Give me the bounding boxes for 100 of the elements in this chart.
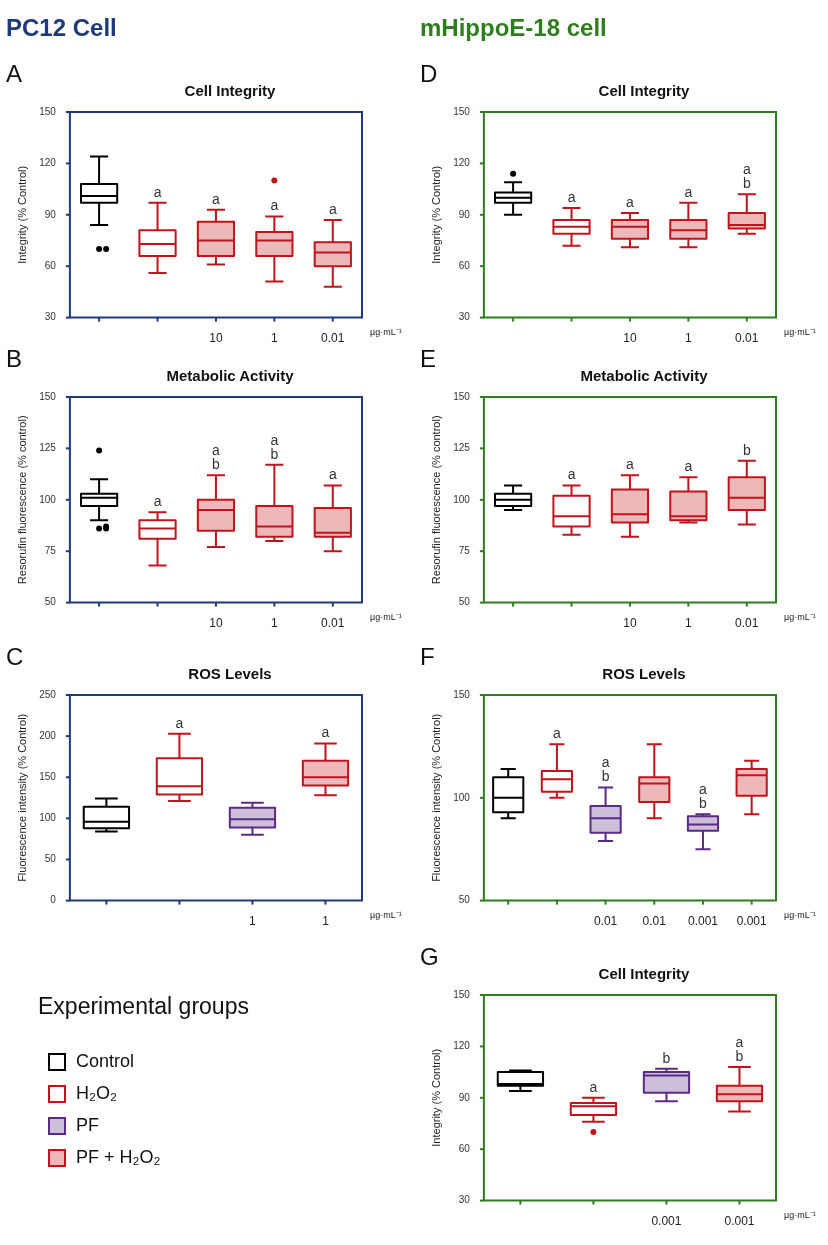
text: a <box>589 1078 598 1095</box>
x-tick-label: 0.001 <box>651 1214 682 1229</box>
legend-label: Control <box>76 1051 135 1072</box>
y-axis-title: Integrity (% Control) <box>429 1048 442 1147</box>
y-tick-label: 100 <box>453 791 471 803</box>
y-tick-label: 250 <box>39 688 57 700</box>
text: A <box>6 60 23 88</box>
text: a <box>328 466 337 483</box>
y-axis-title: Resorufin fluorescence (% control) <box>15 415 28 585</box>
y-tick-label: 100 <box>453 493 471 505</box>
text: a <box>567 188 576 205</box>
x-tick-label: 0.01 <box>593 914 618 929</box>
y-axis-title: Integrity (% Control) <box>15 165 28 264</box>
chart-title: Metabolic Activity <box>579 367 709 384</box>
text: a <box>270 197 279 214</box>
text: G <box>420 943 439 971</box>
text: a b <box>699 781 707 812</box>
x-axis-title: µg·mL⁻¹ <box>370 910 402 921</box>
y-tick-label: 90 <box>44 208 57 220</box>
y-axis-title: Integrity (% Control) <box>429 165 442 264</box>
text: F <box>420 643 435 671</box>
text: a <box>684 183 693 200</box>
y-tick-label: 150 <box>39 770 57 782</box>
y-tick-label: 120 <box>453 157 471 169</box>
y-tick-label: 150 <box>39 105 57 117</box>
chart-title: Metabolic Activity <box>165 367 295 384</box>
chart-title: ROS Levels <box>187 665 273 682</box>
y-tick-label: 120 <box>39 157 57 169</box>
y-tick-label: 150 <box>453 105 471 117</box>
x-tick-label: 10 <box>209 331 223 346</box>
x-tick-label: 0.01 <box>735 331 759 346</box>
text: a <box>626 455 634 472</box>
y-tick-label: 120 <box>453 1040 471 1052</box>
x-tick-label: 0.01 <box>321 616 345 631</box>
x-tick-label: 1 <box>249 914 257 929</box>
text: Experimental groups <box>38 993 249 1020</box>
x-tick-label: 1 <box>685 331 693 346</box>
text: mHippoE-18 cell <box>420 14 607 42</box>
y-tick-label: 100 <box>39 812 57 824</box>
y-tick-label: 125 <box>453 442 471 454</box>
y-tick-label: 100 <box>39 493 57 505</box>
x-tick-label: 10 <box>623 616 637 631</box>
text: a <box>684 458 693 475</box>
x-tick-label: 0.01 <box>735 616 759 631</box>
y-axis-title: Fluorescence intensity (% Control) <box>15 713 28 882</box>
text: a <box>321 724 330 741</box>
y-tick-label: 150 <box>453 390 471 402</box>
y-tick-label: 50 <box>458 894 471 906</box>
text: a b <box>735 1033 744 1064</box>
legend-label: PF + H₂O₂ <box>76 1147 161 1168</box>
chart-title: Cell Integrity <box>597 82 691 99</box>
x-tick-label: 10 <box>623 331 637 346</box>
y-tick-label: 30 <box>44 311 57 323</box>
text: D <box>420 60 438 88</box>
x-tick-label: 1 <box>322 914 330 929</box>
text: a <box>175 714 184 731</box>
text: a <box>328 200 337 217</box>
text: a <box>567 466 576 483</box>
x-axis-title: µg·mL⁻¹ <box>370 327 402 338</box>
text: a b <box>742 161 751 192</box>
y-tick-label: 75 <box>44 544 57 556</box>
y-tick-label: 50 <box>44 596 57 608</box>
y-tick-label: 150 <box>453 688 471 700</box>
y-tick-label: 200 <box>39 729 57 741</box>
y-tick-label: 30 <box>458 1194 471 1206</box>
x-tick-label: 0.01 <box>321 331 345 346</box>
x-tick-label: 0.001 <box>687 914 719 929</box>
y-tick-label: 50 <box>458 596 471 608</box>
y-tick-label: 150 <box>39 390 57 402</box>
text: a <box>626 193 634 210</box>
chart-title: ROS Levels <box>601 665 687 682</box>
y-tick-label: 30 <box>458 311 471 323</box>
x-tick-label: 0.001 <box>724 1214 755 1229</box>
text: b <box>662 1049 671 1066</box>
y-axis-title: Resorufin fluorescence (% control) <box>429 415 442 585</box>
y-tick-label: 125 <box>39 442 57 454</box>
x-axis-title: µg·mL⁻¹ <box>784 327 816 338</box>
text: a <box>153 493 162 509</box>
text: a b <box>601 754 610 785</box>
x-axis-title: µg·mL⁻¹ <box>784 1210 816 1221</box>
text: PC12 Cell <box>6 14 117 42</box>
text: a <box>153 183 162 200</box>
chart-title: Cell Integrity <box>597 965 691 982</box>
y-tick-label: 50 <box>44 853 57 865</box>
y-axis-title: Fluorescence intensity (% Control) <box>429 713 442 882</box>
x-axis-title: µg·mL⁻¹ <box>784 910 816 921</box>
chart-title: Cell Integrity <box>183 82 277 99</box>
y-tick-label: 75 <box>458 544 471 556</box>
text: C <box>6 643 24 671</box>
text: E <box>420 345 437 373</box>
y-tick-label: 150 <box>453 988 471 1000</box>
text: B <box>6 345 23 373</box>
y-tick-label: 60 <box>44 259 57 271</box>
x-tick-label: 0.01 <box>642 914 667 929</box>
legend-label: H₂O₂ <box>76 1083 117 1104</box>
y-tick-label: 60 <box>458 1142 471 1154</box>
x-axis-title: µg·mL⁻¹ <box>370 612 402 623</box>
x-tick-label: 1 <box>271 616 279 631</box>
x-tick-label: 0.001 <box>736 914 767 929</box>
text: a <box>553 725 561 742</box>
